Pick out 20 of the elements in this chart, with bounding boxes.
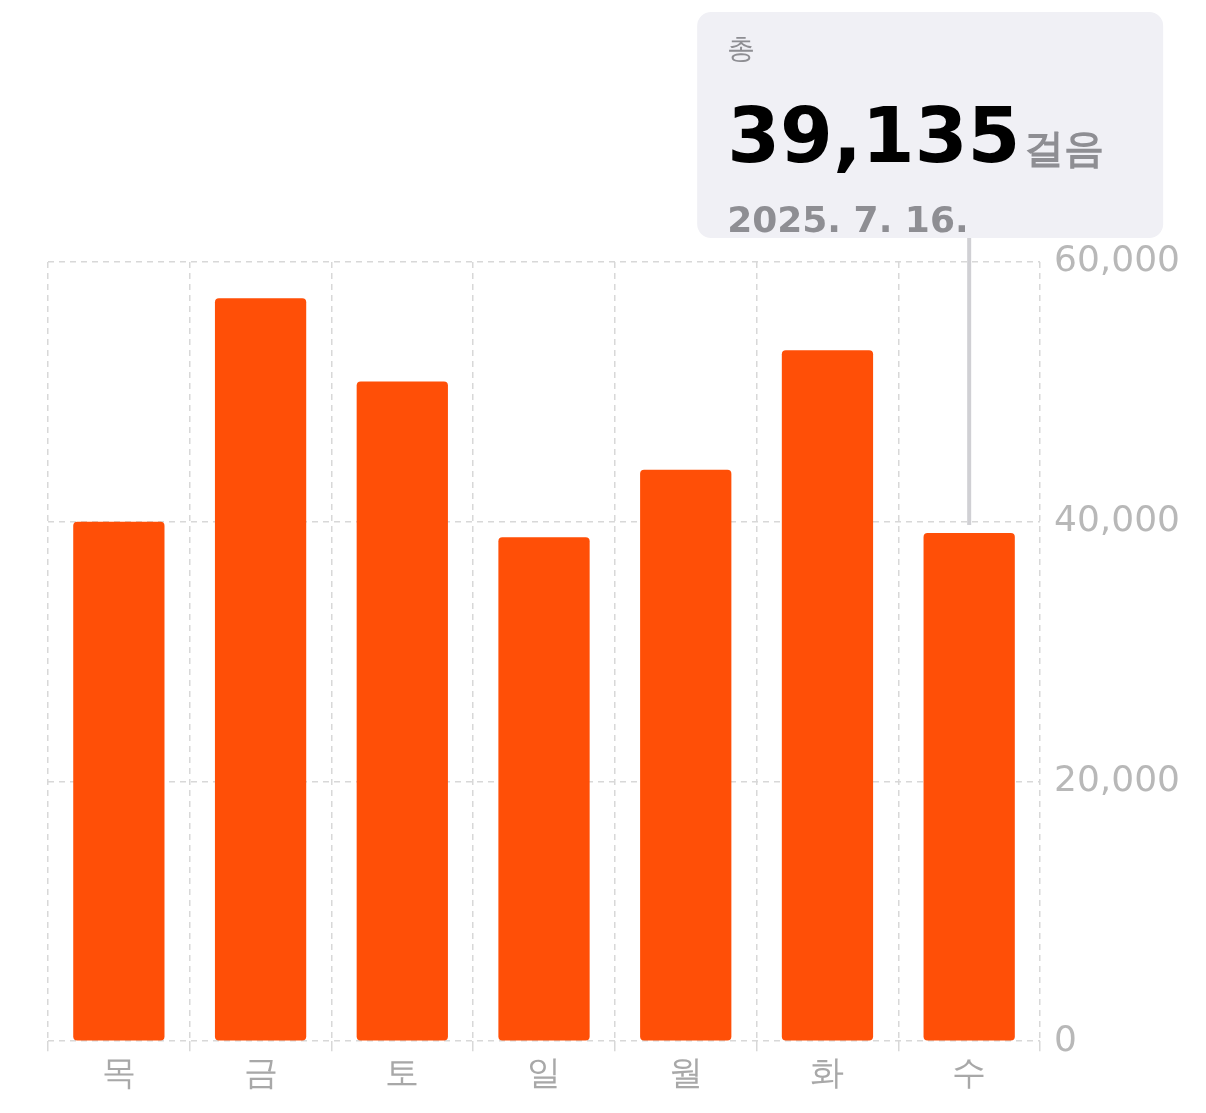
bar (781, 350, 874, 1041)
x-tick-label: 목 (101, 1052, 136, 1093)
x-tick-label: 화 (810, 1052, 845, 1093)
x-tick-label: 일 (527, 1052, 562, 1093)
bar (923, 532, 1015, 1041)
x-tick-label: 월 (668, 1052, 703, 1093)
x-tick-label: 금 (243, 1052, 278, 1093)
bar (640, 469, 732, 1041)
x-tick-label: 수 (952, 1052, 987, 1093)
bar (498, 537, 590, 1041)
bar (214, 298, 307, 1041)
x-tick-label: 토 (385, 1052, 420, 1093)
y-tick-label: 60,000 (1054, 238, 1180, 280)
text: 2025. 7. 16. (727, 199, 969, 240)
y-tick-label: 20,000 (1054, 757, 1180, 799)
y-tick-label: 40,000 (1054, 498, 1180, 540)
bar (73, 521, 165, 1041)
text: 총 (727, 32, 756, 65)
y-tick-label: 0 (1054, 1017, 1077, 1059)
bar (356, 381, 448, 1041)
